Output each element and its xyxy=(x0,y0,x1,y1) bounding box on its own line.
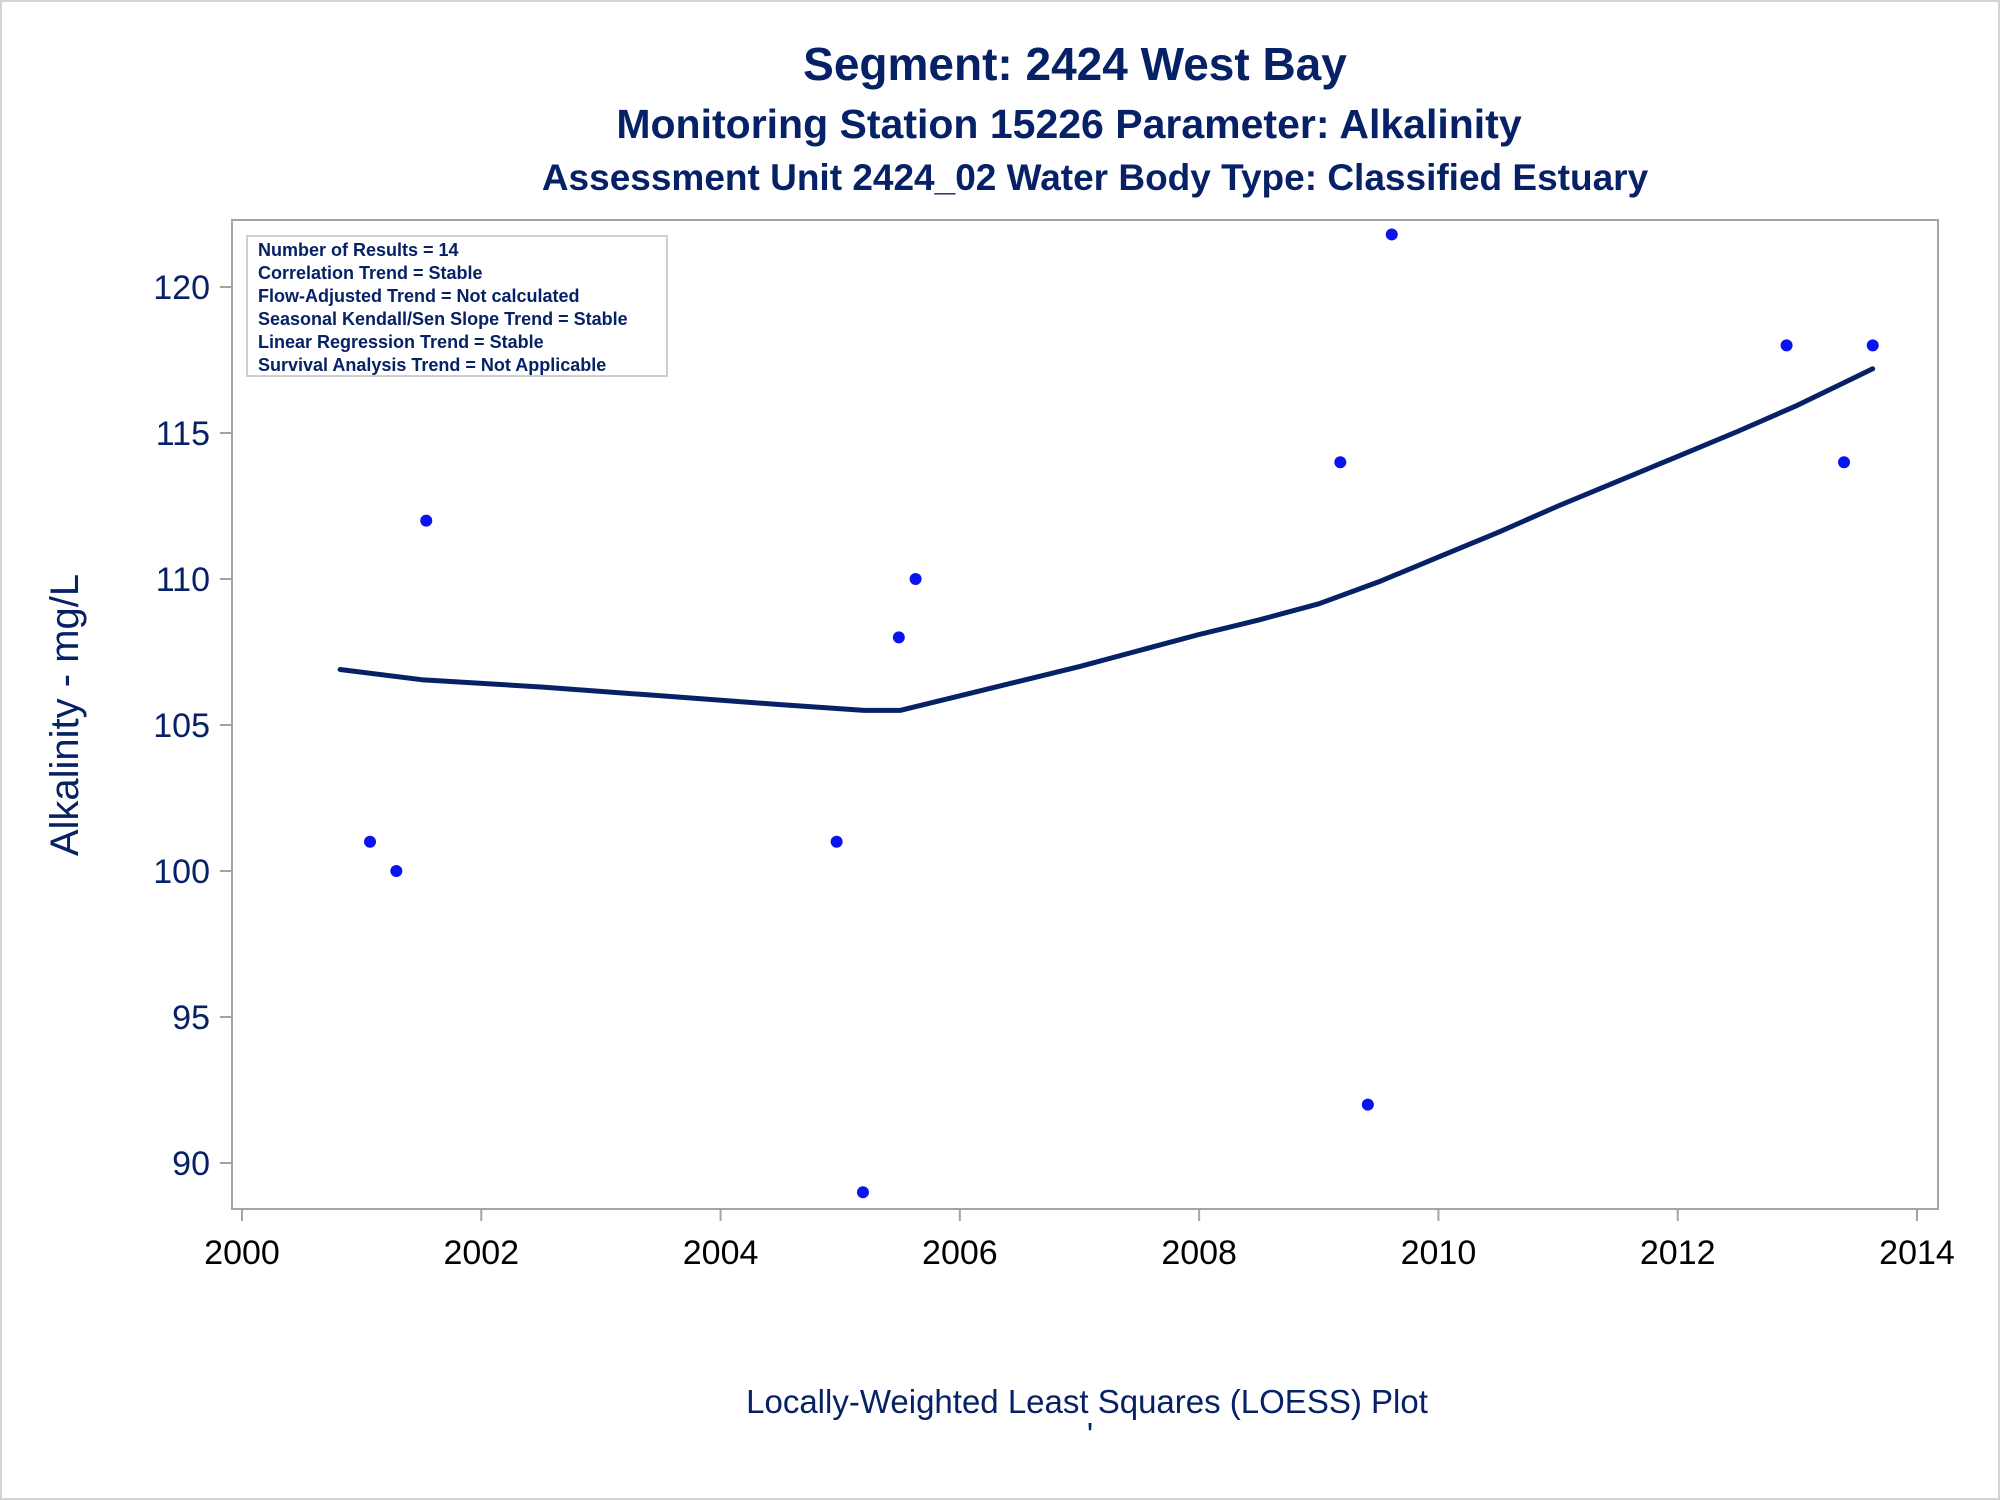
x-tick-label: 2004 xyxy=(683,1234,759,1272)
data-point xyxy=(390,865,403,877)
y-tick-label: 110 xyxy=(156,561,210,599)
data-point xyxy=(1334,456,1347,469)
x-tick-label: 2008 xyxy=(1161,1234,1237,1272)
y-axis: 90 95 100 105 110 115 120 xyxy=(153,269,232,1183)
data-point xyxy=(1780,339,1793,352)
footnote: Locally-Weighted Least Squares (LOESS) P… xyxy=(746,1383,1428,1420)
y-axis-label: Alkalinity - mg/L xyxy=(43,574,87,856)
data-points xyxy=(334,228,1879,1199)
x-tick-label: 2012 xyxy=(1640,1234,1716,1272)
data-point xyxy=(1361,1098,1374,1111)
x-tick-label: 2010 xyxy=(1401,1234,1477,1272)
stats-box: Number of Results = 14 Correlation Trend… xyxy=(246,235,668,377)
stats-line-seasonal-kendall: Seasonal Kendall/Sen Slope Trend = Stabl… xyxy=(258,309,628,329)
stats-line-results: Number of Results = 14 xyxy=(258,240,459,260)
data-point xyxy=(909,573,922,585)
chart-subtitle: Monitoring Station 15226 Parameter: Alka… xyxy=(616,101,1521,147)
data-point xyxy=(892,631,905,644)
y-tick-label: 115 xyxy=(156,415,210,453)
y-tick-label: 105 xyxy=(153,707,210,745)
x-tick-label: 2006 xyxy=(922,1234,998,1272)
chart-subtitle-2: Assessment Unit 2424_02 Water Body Type:… xyxy=(542,157,1649,198)
y-tick-label: 100 xyxy=(153,853,210,891)
data-point xyxy=(1385,228,1398,241)
x-tick-label: 2002 xyxy=(443,1234,519,1272)
chart-title: Segment: 2424 West Bay xyxy=(803,38,1347,90)
stats-line-linear-regression: Linear Regression Trend = Stable xyxy=(258,332,544,352)
plot-area xyxy=(231,219,1939,1210)
data-point xyxy=(420,514,433,527)
x-tick-label: 2014 xyxy=(1879,1234,1955,1272)
data-point xyxy=(364,835,377,848)
stats-line-flow-adjusted: Flow-Adjusted Trend = Not calculated xyxy=(258,286,580,306)
data-point xyxy=(830,835,843,848)
loess-line-layer xyxy=(337,366,1876,713)
stats-line-correlation: Correlation Trend = Stable xyxy=(258,263,483,283)
y-tick-label: 120 xyxy=(153,269,210,307)
data-point xyxy=(1838,456,1851,469)
loess-line xyxy=(337,366,1876,713)
y-tick-label: 95 xyxy=(172,999,210,1037)
footnote-mark: ' xyxy=(1087,1416,1093,1453)
y-tick-label: 90 xyxy=(172,1145,210,1183)
data-point xyxy=(1866,339,1879,352)
x-tick-label: 2000 xyxy=(204,1234,280,1272)
stats-line-survival-analysis: Survival Analysis Trend = Not Applicable xyxy=(258,355,606,375)
x-axis: 2000 2002 2004 2006 2008 2010 2012 2014 xyxy=(204,1209,1955,1272)
data-point xyxy=(856,1186,869,1199)
stats-box-border xyxy=(246,235,668,377)
